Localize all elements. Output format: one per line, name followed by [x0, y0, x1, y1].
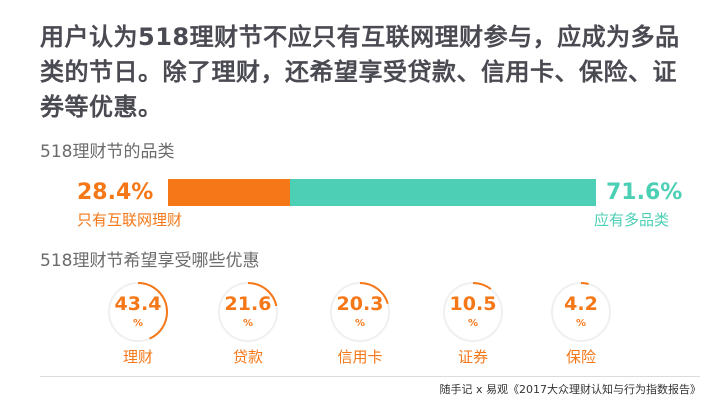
value-label-internet-only: 28.4% [77, 180, 154, 205]
stacked-bar [168, 179, 596, 206]
ring-label: 信用卡 [337, 348, 383, 366]
ring-arc [330, 282, 390, 342]
ring-value: 10.5 [449, 293, 497, 315]
ring-value: 43.4 [114, 293, 162, 315]
category-label-internet-only: 只有互联网理财 [77, 211, 183, 229]
ring-label: 证券 [457, 348, 488, 366]
ring-unit: % [575, 318, 587, 329]
ring-svg [443, 282, 503, 342]
ring-value: 21.6 [224, 293, 272, 315]
ring-unit: % [467, 318, 479, 329]
ring-svg [108, 282, 168, 342]
ring-label: 贷款 [232, 348, 263, 366]
discount-rings: 43.4% 理财 21.6% 贷款 20.3% 信用卡 10.5% 证券 4.2% 保险 [0, 280, 721, 375]
ring-svg [218, 282, 278, 342]
ring-svg [551, 282, 611, 342]
ring-label: 理财 [122, 348, 153, 366]
ring-label: 保险 [565, 348, 596, 366]
ring-arc [443, 282, 503, 342]
bar-segment-multi-category [289, 179, 596, 206]
ring-value: 4.2 [564, 293, 598, 315]
discount-chart-title: 518理财节希望享受哪些优惠 [40, 251, 260, 271]
value-label-multi-category: 71.6% [606, 180, 683, 205]
ring-arc [218, 282, 278, 342]
category-chart-title: 518理财节的品类 [40, 142, 175, 162]
headline: 用户认为518理财节不应只有互联网理财参与，应成为多品类的节日。除了理财，还希望… [40, 23, 680, 121]
ring-unit: % [354, 318, 366, 329]
bar-segment-internet-only [168, 179, 290, 206]
divider [40, 376, 700, 377]
category-label-multi-category: 应有多品类 [594, 211, 670, 229]
ring-svg [330, 282, 390, 342]
ring-unit: % [132, 318, 144, 329]
ring-arc [108, 282, 168, 342]
source-note: 随手记 x 易观《2017大众理财认知与行为指数报告》 [439, 383, 702, 396]
ring-value: 20.3 [336, 293, 384, 315]
ring-arc [551, 282, 611, 342]
ring-unit: % [242, 318, 254, 329]
